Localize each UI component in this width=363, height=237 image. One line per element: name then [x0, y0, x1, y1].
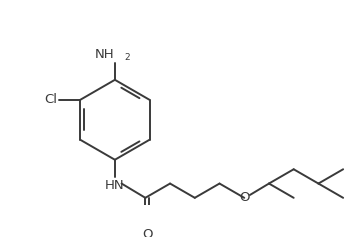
Text: 2: 2 — [124, 53, 130, 62]
Text: O: O — [239, 191, 249, 204]
Text: HN: HN — [105, 179, 125, 192]
Text: O: O — [142, 228, 152, 237]
Text: NH: NH — [94, 48, 114, 61]
Text: Cl: Cl — [44, 93, 57, 106]
